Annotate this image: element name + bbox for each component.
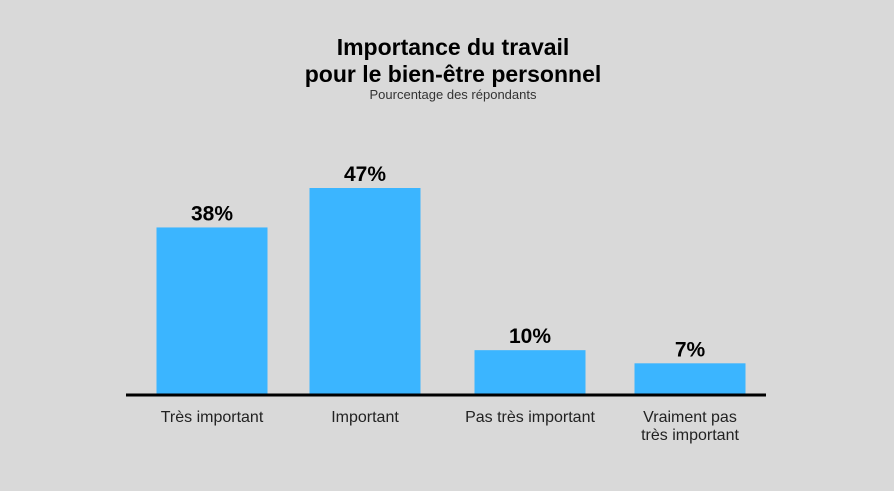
bar-3 (474, 350, 586, 394)
category-label-4-line1: Vraiment pas (643, 409, 737, 426)
chart-title-line2: pour le bien-être personnel (304, 61, 602, 87)
category-label-1: Très important (161, 409, 264, 426)
value-label-1: 38% (191, 202, 233, 225)
category-label-4-line2: très important (641, 427, 739, 444)
bar-4 (634, 363, 746, 394)
value-label-2: 47% (344, 163, 386, 186)
bar-2 (309, 188, 421, 394)
category-label-3: Pas très important (465, 409, 595, 426)
chart-title-line1: Importance du travail (336, 34, 570, 60)
category-label-2: Important (331, 409, 399, 426)
value-label-3: 10% (509, 325, 551, 348)
bar-1 (156, 227, 268, 394)
chart-subtitle: Pourcentage des répondants (369, 87, 537, 102)
value-label-4: 7% (675, 338, 706, 361)
